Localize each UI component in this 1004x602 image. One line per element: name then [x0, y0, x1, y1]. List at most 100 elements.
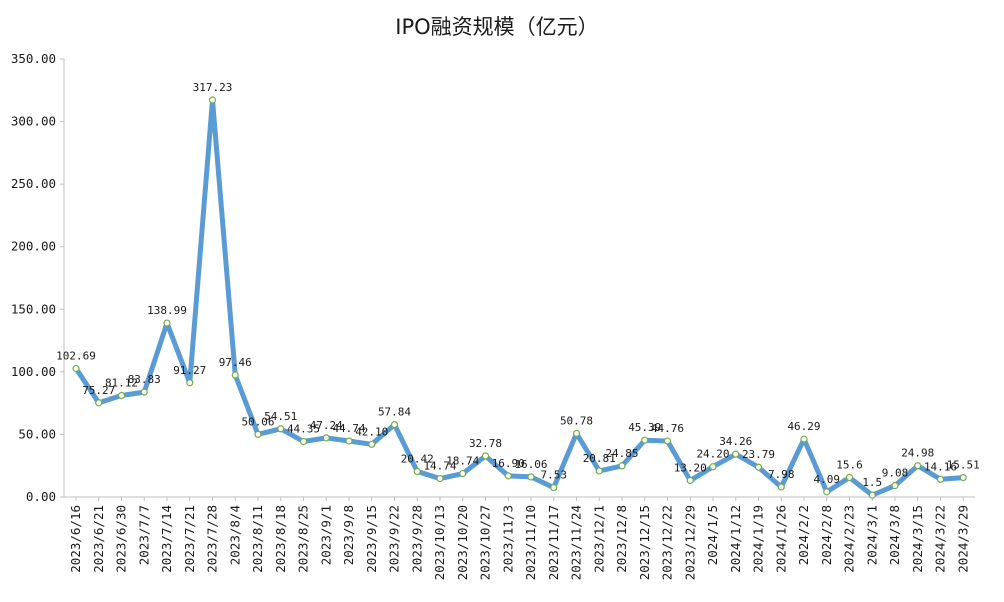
x-tick-label: 2023/12/15	[637, 505, 652, 580]
x-tick-label: 2023/12/22	[660, 505, 675, 580]
x-tick-label: 2024/3/15	[910, 505, 925, 573]
x-tick-label: 2023/11/17	[546, 505, 561, 580]
data-label: 50.06	[241, 415, 274, 428]
data-label: 50.78	[560, 414, 593, 427]
data-label: 34.26	[719, 435, 752, 448]
data-label: 16.90	[492, 457, 525, 470]
data-point	[754, 463, 763, 471]
data-label: 20.81	[583, 452, 616, 465]
data-label: 46.29	[787, 420, 820, 433]
x-tick-label: 2023/8/18	[273, 505, 288, 573]
data-point	[845, 473, 854, 482]
data-point	[72, 364, 80, 373]
data-label: 14.74	[423, 460, 456, 473]
x-tick-label: 2023/6/16	[68, 505, 83, 573]
y-axis: 0.00 50.00 100.00 150.00 200.00 250.00 300.00 3…	[11, 51, 65, 504]
x-tick-label: 2024/2/2	[796, 505, 811, 565]
y-tick-label: 100.00	[11, 364, 56, 379]
x-tick-label: 2024/2/8	[819, 505, 834, 565]
x-tick-label: 2023/11/3	[500, 505, 515, 573]
chart-title: IPO融资规模（亿元）	[395, 15, 598, 39]
data-point	[345, 437, 353, 445]
x-tick-label: 2023/10/13	[432, 505, 447, 580]
data-label: 83.83	[128, 373, 161, 386]
data-point	[95, 399, 103, 407]
data-label: 44.76	[651, 422, 684, 435]
data-label: 138.99	[147, 304, 187, 317]
data-point	[140, 388, 148, 396]
x-axis: 2023/6/16 2023/6/21 2023/6/30 2023/7/7 2023/…	[64, 496, 975, 580]
data-label: 24.85	[605, 447, 638, 460]
data-label: 57.84	[378, 406, 411, 419]
data-point	[914, 462, 922, 470]
data-point	[709, 463, 717, 471]
data-point	[868, 491, 876, 499]
data-label: 32.78	[469, 437, 502, 450]
x-tick-label: 2023/11/24	[569, 505, 584, 580]
data-label: 24.98	[901, 447, 934, 460]
y-tick-label: 300.00	[11, 114, 56, 129]
data-point	[254, 430, 262, 438]
data-label: 102.69	[56, 349, 96, 362]
data-point	[117, 391, 126, 400]
x-tick-label: 2024/1/12	[728, 505, 743, 573]
data-point	[231, 371, 239, 379]
x-tick-label: 2023/8/25	[296, 505, 311, 573]
data-point	[732, 450, 740, 458]
data-label: 24.20	[696, 448, 729, 461]
data-point	[504, 472, 512, 480]
x-tick-label: 2023/7/7	[136, 505, 151, 565]
data-point	[413, 467, 421, 476]
y-tick-label: 50.00	[18, 426, 56, 441]
x-tick-label: 2023/12/29	[682, 505, 697, 580]
x-tick-label: 2023/8/11	[250, 505, 265, 573]
data-point	[686, 476, 694, 485]
data-label: 15.6	[836, 458, 863, 471]
x-tick-label: 2023/9/28	[409, 505, 424, 573]
data-point	[322, 434, 330, 442]
data-point	[368, 440, 376, 448]
data-point	[481, 452, 490, 460]
y-tick-label: 250.00	[11, 176, 56, 191]
x-tick-label: 2023/9/22	[387, 505, 402, 573]
data-point	[299, 437, 308, 446]
data-label: 317.23	[193, 81, 233, 94]
data-label: 42.10	[355, 425, 388, 438]
data-label: 54.51	[264, 410, 297, 423]
data-label: 97.46	[219, 356, 252, 369]
data-label: 44.35	[287, 422, 320, 435]
x-tick-label: 2023/6/21	[91, 505, 106, 573]
y-tick-label: 150.00	[11, 301, 56, 316]
data-label: 45.39	[628, 421, 661, 434]
x-tick-label: 2023/7/28	[205, 505, 220, 573]
data-label: 9.08	[882, 467, 909, 480]
data-label: 14.16	[924, 460, 957, 473]
x-tick-label: 2023/12/1	[591, 505, 606, 573]
x-tick-label: 2023/10/27	[478, 505, 493, 580]
data-point	[663, 437, 672, 445]
x-tick-label: 2023/12/8	[614, 505, 629, 573]
data-label: 16.06	[514, 458, 547, 471]
data-label: 13.20	[674, 461, 707, 474]
x-tick-label: 2023/9/8	[341, 505, 356, 565]
x-tick-label: 2023/6/30	[114, 505, 129, 573]
data-point	[641, 436, 649, 444]
data-label: 4.09	[814, 473, 841, 486]
data-label: 75.27	[82, 384, 115, 397]
data-label: 1.5	[862, 476, 882, 489]
x-tick-label: 2023/9/1	[318, 505, 333, 565]
data-label: 91.27	[173, 364, 206, 377]
data-point	[595, 467, 603, 475]
data-label: 44.74	[332, 422, 365, 435]
data-point	[186, 379, 194, 387]
data-point	[163, 319, 171, 327]
y-tick-label: 0.00	[26, 489, 56, 504]
x-tick-label: 2024/1/5	[705, 505, 720, 565]
data-point	[459, 469, 467, 478]
data-point	[550, 483, 558, 492]
data-point	[618, 462, 626, 470]
data-point	[390, 421, 399, 429]
data-point	[891, 482, 899, 490]
data-label: 23.79	[742, 448, 775, 461]
data-label: 18.74	[446, 455, 479, 468]
